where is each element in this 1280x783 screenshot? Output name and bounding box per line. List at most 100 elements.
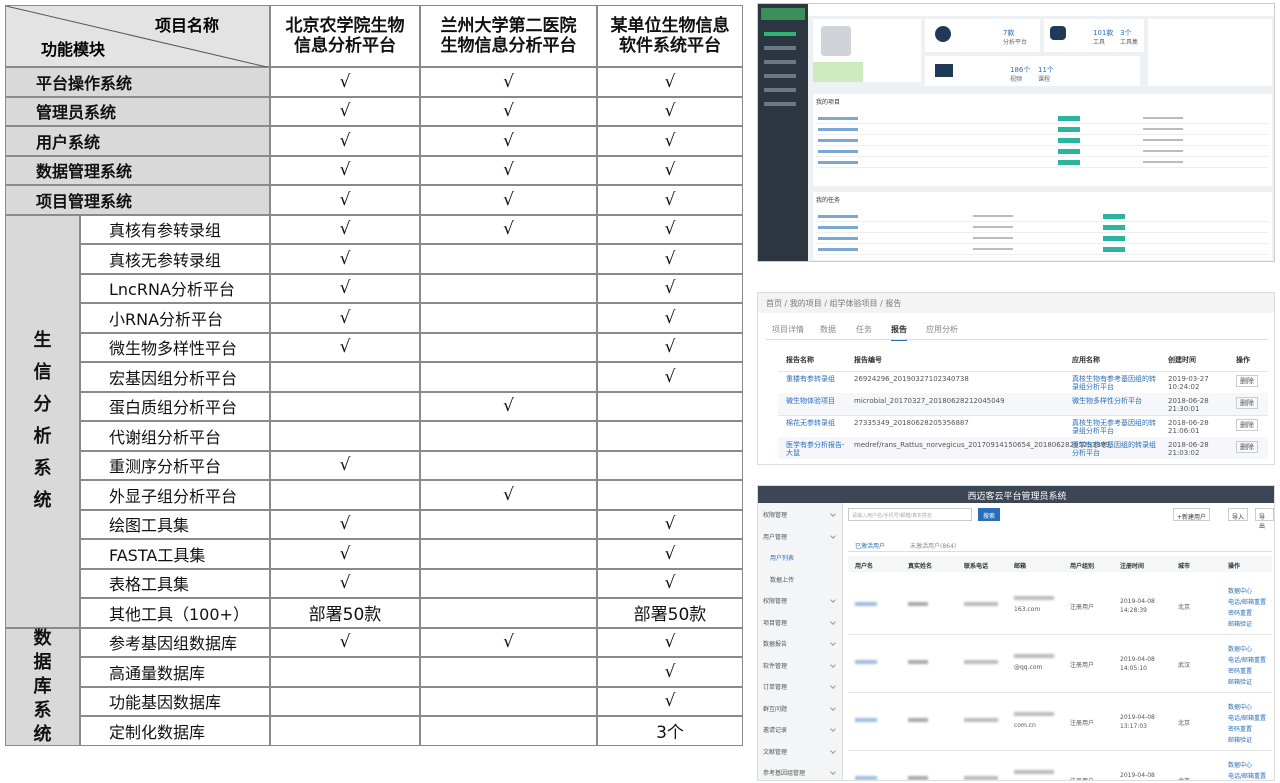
action-link[interactable]: 密码重置 xyxy=(1228,610,1253,617)
table-cell: √ xyxy=(270,509,420,539)
delete-button[interactable]: 删除 xyxy=(1236,441,1258,453)
report-cell[interactable]: 2018-06-28 21:03:02 xyxy=(1168,441,1209,457)
row-date xyxy=(1143,117,1183,119)
menu-item[interactable]: 订单管理 xyxy=(763,684,788,691)
delete-button[interactable]: 删除 xyxy=(1236,419,1258,431)
report-cell[interactable]: 2019-03-27 10:24:02 xyxy=(1168,375,1209,391)
report-cell[interactable]: 真核生物有参考基因组的转录组分析平台 xyxy=(1072,375,1156,391)
column-header: 操作 xyxy=(1228,563,1241,570)
profile-band xyxy=(813,62,863,82)
action-link[interactable]: 邮箱验证 xyxy=(1228,737,1253,744)
table-cell xyxy=(420,509,597,539)
action-link[interactable]: 电话/邮箱重置 xyxy=(1228,715,1267,722)
table-cell: √ xyxy=(597,568,743,598)
column-header: 联系电话 xyxy=(964,563,989,570)
table-cell: √ xyxy=(270,450,420,480)
menu-item[interactable]: 数据上传 xyxy=(770,576,795,584)
user-group: 注册用户 xyxy=(1070,662,1095,669)
column-header: 创建时间 xyxy=(1168,356,1196,364)
table-cell xyxy=(420,244,597,274)
menu-item[interactable]: 数据报告 xyxy=(763,641,788,648)
table-cell: √ xyxy=(270,155,420,185)
action-link[interactable]: 邮箱验证 xyxy=(1228,621,1253,628)
menu-item[interactable] xyxy=(764,60,796,64)
action-link[interactable]: 数据中心 xyxy=(1228,762,1253,769)
menu-item[interactable]: 权限管理 xyxy=(763,598,788,605)
menu-item[interactable] xyxy=(764,46,796,50)
menu-item[interactable]: 用户列表 xyxy=(770,555,795,562)
column-header: 报告编号 xyxy=(854,356,882,364)
tab[interactable]: 项目详情 xyxy=(772,325,804,334)
row-label: 蛋白质组分析平台 xyxy=(80,391,270,421)
table-cell xyxy=(420,273,597,303)
corner-bottom: 功能模块 xyxy=(41,40,106,59)
menu-item[interactable]: 参考基因组管理 xyxy=(763,770,806,777)
action-link[interactable]: 邮箱验证 xyxy=(1228,679,1253,686)
action-link[interactable]: 数据中心 xyxy=(1228,588,1253,595)
tab[interactable]: 数据 xyxy=(820,325,836,334)
row-label: 宏基因组分析平台 xyxy=(80,362,270,392)
report-cell[interactable]: 重楼有参转录组 xyxy=(786,375,835,383)
row-label: 参考基因组数据库 xyxy=(80,627,270,657)
report-cell[interactable]: 棉花无参转录组 xyxy=(786,419,835,427)
row-label: 功能基因数据库 xyxy=(80,686,270,716)
table-cell: √ xyxy=(270,214,420,244)
report-cell[interactable]: 微生物多样性分析平台 xyxy=(1072,397,1142,405)
delete-button[interactable]: 删除 xyxy=(1236,375,1258,387)
tab[interactable]: 已激活用户 xyxy=(855,543,886,550)
action-link[interactable]: 电话/邮箱重置 xyxy=(1228,657,1267,664)
row-link xyxy=(818,150,858,153)
search-button[interactable]: 搜索 xyxy=(978,508,1000,521)
action-link[interactable]: 数据中心 xyxy=(1228,646,1253,653)
menu-item[interactable]: 软件管理 xyxy=(763,662,788,670)
system-label: 项目管理系统 xyxy=(5,185,270,215)
search-input[interactable]: 请输入用户名/手机号/邮箱/真实姓名 xyxy=(848,508,972,521)
delete-button[interactable]: 删除 xyxy=(1236,397,1258,409)
action-link[interactable]: 密码重置 xyxy=(1228,668,1253,675)
menu-item[interactable]: 权限管理 xyxy=(763,512,788,519)
row-link xyxy=(818,215,858,218)
report-cell[interactable]: 真核生物无参考基因组的转录组分析平台 xyxy=(1072,419,1156,435)
row-bg xyxy=(778,437,1268,459)
action-link[interactable]: 数据中心 xyxy=(1228,704,1253,711)
table-cell: √ xyxy=(597,273,743,303)
report-cell[interactable]: 微生物体验项目 xyxy=(786,397,835,405)
menu-item[interactable]: 群互问题 xyxy=(763,705,788,713)
report-cell[interactable]: 医学有参分析报告-大鼠 xyxy=(786,441,845,457)
diagonal xyxy=(6,6,271,68)
report-cell[interactable]: 医学有参考基因组的转录组分析平台 xyxy=(1072,441,1156,457)
action-link[interactable]: 电话/邮箱重置 xyxy=(1228,773,1267,780)
table-cell xyxy=(597,480,743,510)
action-link[interactable]: 密码重置 xyxy=(1228,726,1253,733)
menu-item[interactable]: 文献管理 xyxy=(763,748,788,756)
menu-item[interactable]: 用户管理 xyxy=(763,533,788,541)
system-label: 管理员系统 xyxy=(5,96,270,126)
table-cell: √ xyxy=(270,273,420,303)
table-cell: 部署50款 xyxy=(270,598,420,628)
menu-item[interactable] xyxy=(764,74,796,78)
table-cell: √ xyxy=(270,303,420,333)
toolbar-button[interactable]: 导出 xyxy=(1255,508,1274,530)
menu-item[interactable] xyxy=(764,102,796,106)
tab[interactable]: 任务 xyxy=(856,325,872,334)
table-cell xyxy=(270,716,420,746)
admin-title: 西迈客云平台管理员系统 xyxy=(967,492,1067,502)
report-cell[interactable]: 2018-06-28 21:06:01 xyxy=(1168,419,1209,435)
report-cell[interactable]: 2018-06-28 21:30:01 xyxy=(1168,397,1209,413)
row-label: 表格工具集 xyxy=(80,568,270,598)
row-date xyxy=(1143,150,1183,152)
table-cell xyxy=(597,421,743,451)
tab[interactable]: 应用分析 xyxy=(926,325,958,334)
action-link[interactable]: 电话/邮箱重置 xyxy=(1228,599,1267,606)
menu-item[interactable]: 项目管理 xyxy=(763,619,788,627)
table-cell xyxy=(420,598,597,628)
toolbar-button[interactable]: +新建用户 xyxy=(1173,508,1211,521)
toolbar-button[interactable]: 导入 xyxy=(1228,508,1249,521)
tab[interactable]: 未激活用户(864) xyxy=(910,543,957,550)
tab[interactable]: 报告 xyxy=(891,324,907,341)
corner-top: 项目名称 xyxy=(154,16,219,35)
menu-item[interactable]: 邀请记录 xyxy=(763,727,788,734)
menu-item[interactable] xyxy=(764,32,796,36)
menu-item[interactable] xyxy=(764,88,796,92)
